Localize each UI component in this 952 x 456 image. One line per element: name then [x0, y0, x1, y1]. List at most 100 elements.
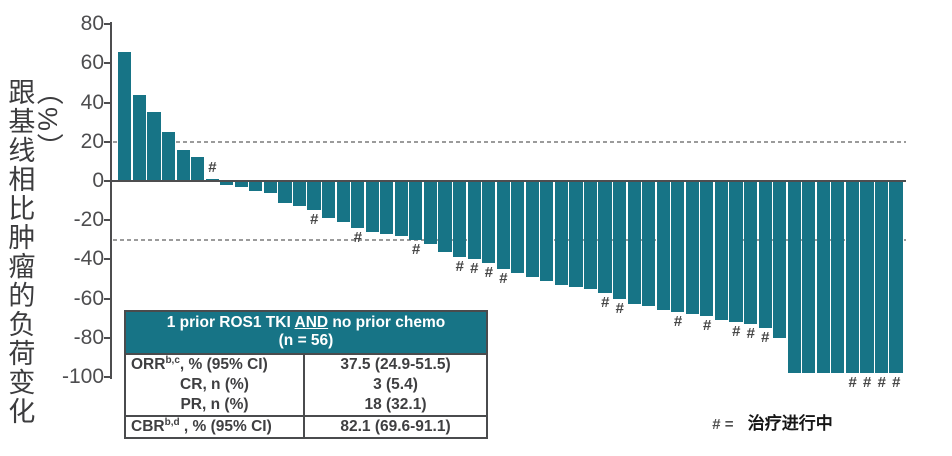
results-table-body: ORRb,c, % (95% CI) 37.5 (24.9-51.5) CR, n … — [126, 355, 486, 437]
ongoing-marker: # — [760, 329, 770, 346]
bar — [569, 181, 583, 287]
bar — [380, 181, 394, 234]
ongoing-marker: # — [702, 317, 712, 335]
row-label: CBRb,d , % (95% CI) — [126, 417, 305, 437]
bar — [642, 181, 656, 307]
y-tick-mark — [104, 219, 111, 222]
bar — [787, 181, 801, 374]
y-tick-mark — [104, 23, 111, 26]
bar — [147, 112, 161, 181]
bar — [249, 181, 263, 191]
ongoing-marker: # — [746, 325, 755, 343]
bar — [118, 51, 132, 181]
bar — [656, 181, 670, 311]
table-header-line2: (n = 56) — [278, 332, 334, 349]
bar — [714, 181, 729, 321]
ongoing-marker: # — [455, 258, 464, 276]
bar — [496, 181, 510, 270]
ongoing-marker: # — [848, 374, 857, 392]
row-value: 37.5 (24.9-51.5) — [340, 356, 451, 373]
ongoing-marker: # — [877, 374, 886, 392]
bar — [802, 181, 816, 374]
y-tick-label: -100 — [61, 365, 104, 388]
ongoing-marker: # — [499, 270, 508, 288]
y-tick-label: 40 — [80, 90, 104, 114]
bar — [467, 181, 481, 260]
y-tick-label: 0 — [92, 169, 104, 192]
bar — [220, 181, 234, 185]
bar — [234, 181, 248, 187]
y-tick-label: -60 — [73, 286, 104, 310]
row-label: ORRb,c, % (95% CI) — [126, 355, 305, 375]
y-tick-mark — [104, 101, 111, 104]
ongoing-marker: # — [411, 240, 421, 258]
y-tick-mark — [104, 336, 111, 339]
bar — [598, 181, 612, 293]
ongoing-marker: # — [891, 374, 901, 392]
y-tick-mark — [104, 258, 111, 261]
bar — [322, 181, 336, 219]
bar — [700, 181, 714, 317]
bar — [409, 181, 423, 240]
table-header-line1: 1 prior ROS1 TKI AND no prior chemo — [166, 314, 446, 331]
bar — [365, 181, 379, 232]
ongoing-marker: # — [309, 211, 319, 229]
bar — [161, 132, 176, 181]
row-label: CR, n (%) — [126, 375, 305, 395]
bar — [263, 181, 277, 193]
ongoing-marker: # — [353, 229, 362, 247]
bar — [351, 181, 365, 229]
bar — [874, 181, 889, 374]
bar — [845, 181, 859, 374]
table-row: ORRb,c, % (95% CI) 37.5 (24.9-51.5) — [126, 355, 486, 375]
results-table-header: 1 prior ROS1 TKI AND no prior chemo (n =… — [126, 312, 486, 355]
y-tick-mark — [104, 297, 111, 300]
bar — [511, 181, 525, 274]
y-axis-line — [110, 22, 112, 379]
y-tick-label: 20 — [80, 129, 104, 153]
y-tick-label: -40 — [73, 247, 104, 271]
y-tick-mark — [104, 62, 111, 65]
ongoing-treatment-legend: # = 治疗进行中 — [712, 409, 833, 434]
bar — [729, 181, 743, 323]
bar — [743, 181, 758, 325]
x-axis-line — [110, 180, 906, 182]
bar — [889, 181, 903, 374]
ongoing-marker: # — [600, 293, 610, 311]
bar — [423, 181, 438, 244]
bar — [613, 181, 627, 299]
bar — [452, 181, 467, 258]
y-tick-mark — [104, 140, 111, 143]
ongoing-marker: # — [484, 264, 493, 282]
bar — [758, 181, 772, 328]
ongoing-marker: # — [731, 323, 741, 341]
row-label: PR, n (%) — [126, 395, 305, 415]
y-tick-label: 60 — [80, 51, 104, 75]
bar — [773, 181, 787, 338]
y-tick-label: -80 — [73, 325, 104, 349]
table-row: PR, n (%) 18 (32.1) — [126, 395, 486, 415]
bar — [540, 181, 554, 281]
bar — [336, 181, 350, 223]
ongoing-marker: # — [673, 313, 682, 331]
bar — [394, 181, 408, 236]
y-axis-label: 跟基线相比肿瘤的负荷变化（%） — [4, 78, 63, 426]
table-row: CR, n (%) 3 (5.4) — [126, 375, 486, 395]
row-value: 18 (32.1) — [364, 396, 427, 413]
ongoing-marker: # — [469, 260, 479, 278]
bar — [671, 181, 685, 313]
bar — [816, 181, 830, 374]
y-tick-mark — [104, 180, 111, 182]
bar — [583, 181, 598, 289]
ongoing-marker: # — [615, 299, 624, 317]
row-value: 3 (5.4) — [373, 376, 418, 393]
bar — [831, 181, 845, 374]
row-value: 82.1 (69.6-91.1) — [340, 418, 451, 435]
bar — [307, 181, 321, 211]
bar — [438, 181, 452, 252]
bar — [132, 94, 147, 181]
threshold-dashed-line — [113, 140, 906, 143]
bar — [860, 181, 874, 374]
results-table: 1 prior ROS1 TKI AND no prior chemo (n =… — [124, 310, 488, 439]
